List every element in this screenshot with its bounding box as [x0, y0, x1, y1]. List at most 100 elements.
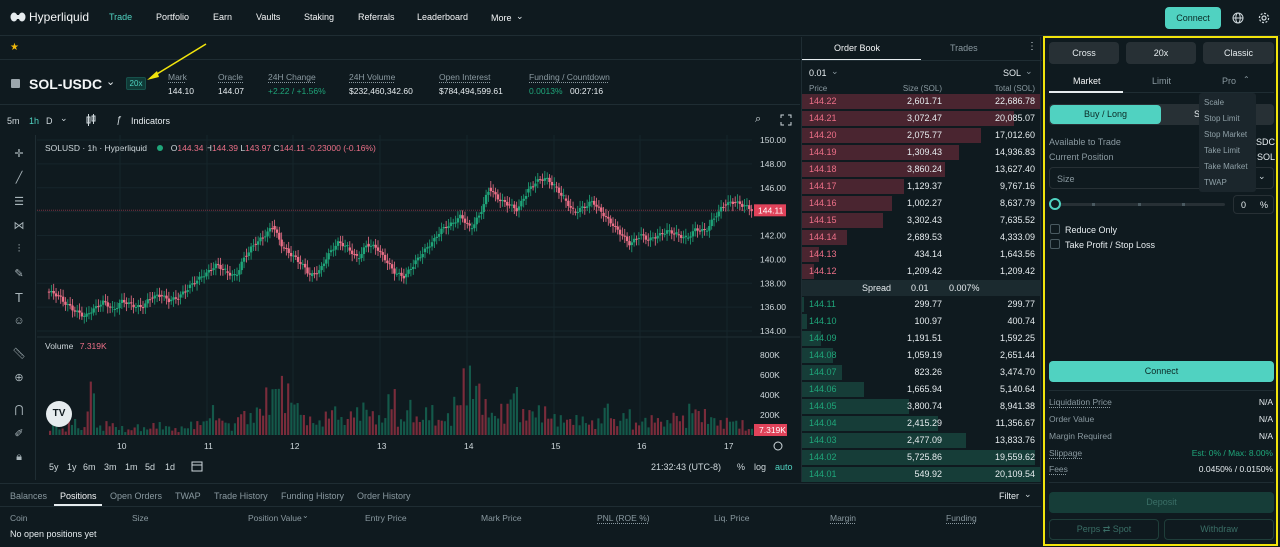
- interval-5m[interactable]: 5m: [7, 116, 20, 126]
- range-5y[interactable]: 5y: [49, 462, 59, 472]
- indicators-button[interactable]: Indicators: [131, 116, 171, 126]
- ask-row[interactable]: 144.22 2,601.71 22,686.78: [802, 93, 1040, 110]
- ask-row[interactable]: 144.13 434.14 1,643.56: [802, 246, 1040, 263]
- menu-item-twap[interactable]: TWAP: [1204, 178, 1227, 187]
- leverage-badge[interactable]: 20x: [126, 77, 146, 90]
- projection-icon[interactable]: ⫶: [17, 242, 21, 255]
- nav-staking[interactable]: Staking: [304, 12, 335, 22]
- tpsl-checkbox[interactable]: [1050, 239, 1060, 249]
- interval-d[interactable]: D: [46, 116, 53, 126]
- bid-row[interactable]: 144.04 2,415.29 11,356.67: [802, 415, 1040, 432]
- search-zoom-icon[interactable]: ⌕: [755, 113, 762, 125]
- unit-select[interactable]: SOL: [1003, 68, 1022, 78]
- bid-row[interactable]: 144.01 549.92 20,109.54: [802, 466, 1040, 483]
- ask-row[interactable]: 144.18 3,860.24 13,627.40: [802, 161, 1040, 178]
- tab-market[interactable]: Market: [1073, 76, 1101, 86]
- range-1y[interactable]: 1y: [67, 462, 77, 472]
- date-range-icon[interactable]: [191, 460, 203, 472]
- deposit-button[interactable]: Deposit: [1049, 492, 1274, 513]
- perps-spot-button[interactable]: Perps ⇄ Spot: [1049, 519, 1159, 540]
- chevron-up-icon[interactable]: ⌃: [1243, 75, 1250, 84]
- axis-settings-icon[interactable]: [773, 441, 783, 451]
- nav-vaults[interactable]: Vaults: [256, 12, 281, 22]
- chart-area[interactable]: SOLUSD · 1h · Hyperliquid O144.34 H144.3…: [37, 135, 800, 480]
- chevron-down-icon[interactable]: ⌄: [1025, 66, 1033, 76]
- ask-row[interactable]: 144.12 1,209.42 1,209.42: [802, 263, 1040, 280]
- chevron-down-icon[interactable]: ⌄: [1024, 489, 1032, 499]
- brand-logo-icon[interactable]: [10, 12, 26, 22]
- auto-toggle[interactable]: auto: [775, 462, 793, 472]
- range-5d[interactable]: 5d: [145, 462, 156, 472]
- tab-order-book[interactable]: Order Book: [834, 43, 881, 53]
- clock-text[interactable]: 21:32:43 (UTC-8): [651, 462, 722, 472]
- menu-item-take-market[interactable]: Take Market: [1204, 162, 1248, 171]
- more-options-icon[interactable]: ⋮: [1027, 41, 1037, 52]
- emoji-icon[interactable]: ☺: [13, 315, 25, 327]
- size-slider[interactable]: [1049, 198, 1225, 210]
- reduce-only-label[interactable]: Reduce Only: [1065, 225, 1118, 235]
- nav-earn[interactable]: Earn: [213, 12, 233, 22]
- ruler-icon[interactable]: 📏︎: [12, 347, 26, 360]
- ask-row[interactable]: 144.19 1,309.43 14,936.83: [802, 144, 1040, 161]
- col-position-value[interactable]: Position Value: [248, 513, 302, 523]
- menu-item-stop-market[interactable]: Stop Market: [1204, 130, 1248, 139]
- slider-handle[interactable]: [1049, 198, 1061, 210]
- reduce-only-checkbox[interactable]: [1050, 224, 1060, 234]
- tab-trades[interactable]: Trades: [950, 43, 978, 53]
- chevron-down-icon[interactable]: ⌄: [831, 66, 839, 76]
- tab-pro[interactable]: Pro: [1222, 76, 1237, 86]
- nav-leaderboard[interactable]: Leaderboard: [417, 12, 469, 22]
- market-symbol[interactable]: SOL-USDC: [29, 76, 103, 92]
- connect-wallet-button[interactable]: Connect: [1165, 7, 1221, 29]
- tab-twap[interactable]: TWAP: [175, 491, 201, 501]
- interval-1h[interactable]: 1h: [29, 116, 40, 126]
- bid-row[interactable]: 144.02 5,725.86 19,559.62: [802, 449, 1040, 466]
- tab-balances[interactable]: Balances: [10, 491, 48, 501]
- chevron-down-icon[interactable]: ⌄: [516, 11, 524, 21]
- brand-name[interactable]: Hyperliquid: [29, 10, 90, 24]
- bid-row[interactable]: 144.10 100.97 400.74: [802, 313, 1040, 330]
- leverage-button[interactable]: 20x: [1126, 42, 1196, 64]
- tab-funding-history[interactable]: Funding History: [281, 491, 345, 501]
- tick-size-select[interactable]: 0.01: [809, 68, 827, 78]
- mode-classic-button[interactable]: Classic: [1203, 42, 1274, 64]
- bid-row[interactable]: 144.09 1,191.51 1,592.25: [802, 330, 1040, 347]
- gear-icon[interactable]: [1254, 8, 1274, 28]
- globe-icon[interactable]: [1228, 8, 1248, 28]
- indicators-icon[interactable]: ƒ: [116, 115, 122, 126]
- tab-open-orders[interactable]: Open Orders: [110, 491, 163, 501]
- connect-button[interactable]: Connect: [1049, 361, 1274, 382]
- text-icon[interactable]: T: [15, 289, 23, 305]
- pattern-icon[interactable]: ⋈: [13, 219, 25, 232]
- menu-item-take-limit[interactable]: Take Limit: [1204, 146, 1241, 155]
- zoom-in-icon[interactable]: ⊕: [14, 371, 24, 384]
- fullscreen-icon[interactable]: [780, 114, 792, 126]
- ask-row[interactable]: 144.20 2,075.77 17,012.60: [802, 127, 1040, 144]
- chevron-down-icon[interactable]: ⌄: [106, 76, 116, 88]
- log-toggle[interactable]: log: [754, 462, 767, 472]
- candles-icon[interactable]: [86, 114, 96, 126]
- bid-row[interactable]: 144.06 1,665.94 5,140.64: [802, 381, 1040, 398]
- buy-long-button[interactable]: Buy / Long: [1050, 105, 1161, 124]
- tab-order-history[interactable]: Order History: [357, 491, 411, 501]
- star-icon[interactable]: ★: [10, 42, 19, 53]
- lock-icon[interactable]: 🔒︎: [16, 450, 22, 463]
- chevron-down-icon[interactable]: ⌄: [302, 511, 309, 520]
- ask-row[interactable]: 144.16 1,002.27 8,637.79: [802, 195, 1040, 212]
- ask-row[interactable]: 144.15 3,302.43 7,635.52: [802, 212, 1040, 229]
- menu-item-stop-limit[interactable]: Stop Limit: [1204, 114, 1240, 123]
- chevron-down-icon[interactable]: ⌄: [60, 113, 68, 123]
- percent-input[interactable]: 0 %: [1233, 195, 1274, 214]
- nav-portfolio[interactable]: Portfolio: [156, 12, 190, 22]
- crosshair-icon[interactable]: ✛: [14, 147, 24, 160]
- bid-row[interactable]: 144.11 299.77 299.77: [802, 296, 1040, 313]
- margin-mode-button[interactable]: Cross: [1049, 42, 1119, 64]
- withdraw-button[interactable]: Withdraw: [1164, 519, 1274, 540]
- ask-row[interactable]: 144.14 2,689.53 4,333.09: [802, 229, 1040, 246]
- nav-referrals[interactable]: Referrals: [358, 12, 395, 22]
- range-1d[interactable]: 1d: [165, 462, 176, 472]
- ask-row[interactable]: 144.21 3,072.47 20,085.07: [802, 110, 1040, 127]
- chevron-down-icon[interactable]: ⌄: [1258, 171, 1266, 181]
- percent-toggle[interactable]: %: [737, 462, 746, 472]
- nav-trade[interactable]: Trade: [109, 12, 133, 22]
